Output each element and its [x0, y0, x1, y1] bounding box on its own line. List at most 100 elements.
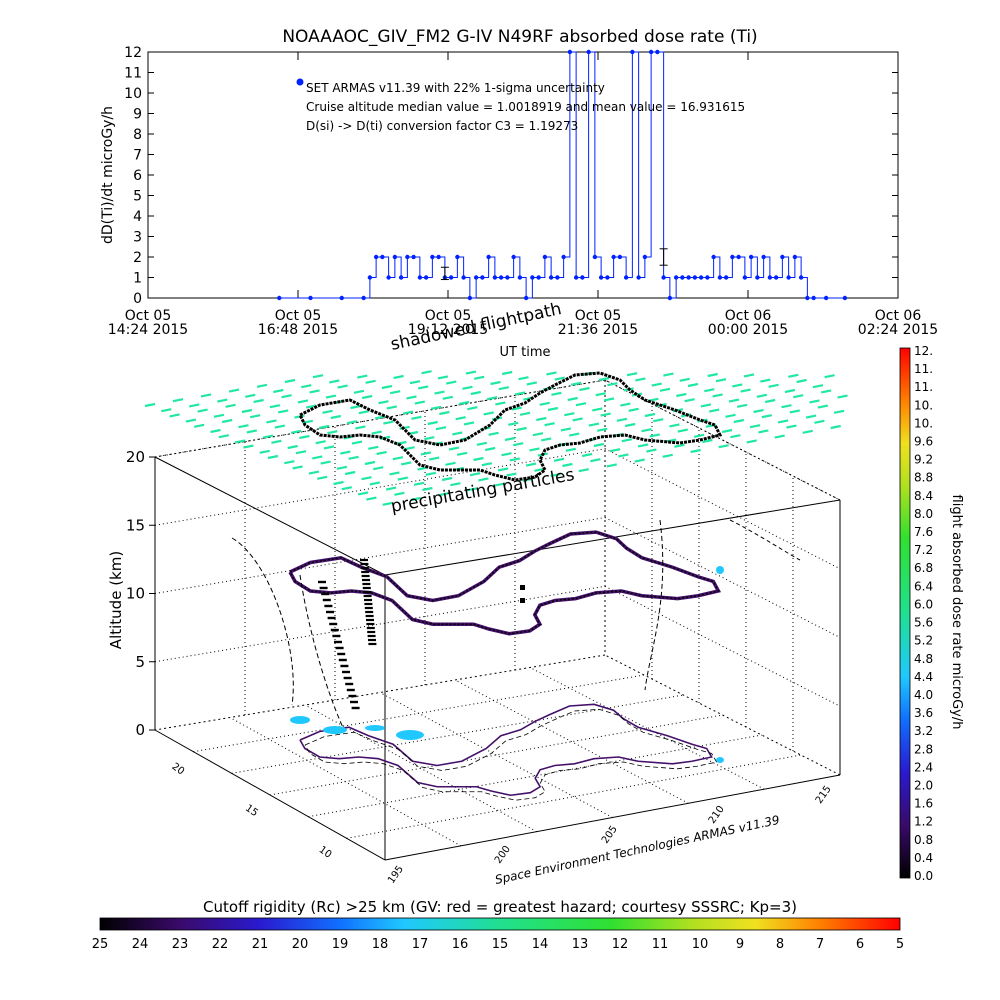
- data-point: [823, 295, 829, 301]
- particle-dash: [376, 450, 387, 456]
- y-tick-label: 4: [133, 209, 142, 225]
- colorbar-tick-label: 9.6: [914, 435, 933, 449]
- data-point: [655, 49, 660, 55]
- data-point: [511, 254, 516, 260]
- particle-dash: [707, 372, 718, 378]
- z-tick-label: 15: [126, 516, 145, 534]
- colorbar-tick-label: 17: [412, 937, 429, 952]
- y-tick-label: 5: [133, 189, 142, 205]
- colorbar-tick-label: 20: [292, 937, 309, 952]
- colorbar-tick-label: 24: [132, 937, 149, 952]
- ground-track-dashed: [304, 708, 718, 801]
- particle-dash: [437, 375, 449, 380]
- particle-dash: [824, 374, 835, 379]
- data-point: [842, 295, 848, 301]
- data-point: [555, 275, 560, 280]
- colorbar-tick-label: 8.0: [914, 507, 933, 521]
- colorbar-tick-label: 6: [856, 937, 864, 952]
- particle-dash: [421, 370, 432, 375]
- particle-dash: [490, 380, 501, 386]
- particle-dash: [626, 372, 638, 377]
- data-point: [617, 254, 623, 260]
- data-point: [730, 254, 735, 260]
- particle-dash: [812, 384, 824, 389]
- data-point: [339, 295, 344, 301]
- data-point: [717, 275, 723, 280]
- particle-dash: [445, 461, 456, 466]
- particle-dash: [302, 419, 314, 424]
- particle-dash: [817, 404, 829, 409]
- particle-dash: [284, 460, 295, 465]
- particle-dash: [172, 398, 184, 403]
- y-tick-label: 11: [124, 66, 142, 82]
- colorbar-tick-label: 0.8: [914, 833, 933, 847]
- data-point: [398, 275, 404, 280]
- particle-dash: [169, 413, 180, 418]
- particle-dash: [411, 415, 422, 420]
- particle-dash: [652, 418, 664, 423]
- data-point: [523, 295, 529, 301]
- particle-dash: [442, 395, 454, 400]
- particle-dash: [383, 420, 394, 425]
- ground-track: [299, 703, 713, 797]
- particle-dash: [579, 386, 590, 392]
- particle-dash: [266, 419, 277, 424]
- particle-dash: [463, 421, 475, 426]
- dose-rate-colorbar-title: flight absorbed dose rate microGy/h: [949, 495, 964, 730]
- particle-dash: [364, 460, 376, 466]
- particle-dash: [792, 394, 804, 399]
- particle-dash: [764, 398, 776, 404]
- particle-dash: [305, 404, 317, 409]
- particle-dash: [788, 373, 799, 378]
- data-point: [498, 275, 504, 280]
- data-point: [573, 275, 579, 280]
- y-tick-label: 1: [133, 271, 142, 287]
- x-tick-label-time: 00:00 2015: [708, 322, 788, 338]
- data-point: [386, 275, 391, 280]
- data-point: [661, 275, 666, 280]
- particle-dash: [284, 378, 296, 384]
- particle-dash: [422, 486, 433, 492]
- data-point: [373, 254, 379, 260]
- colorbar-tick-label: 1.2: [914, 815, 933, 829]
- particle-dash: [473, 375, 485, 380]
- particle-dash: [777, 419, 789, 424]
- data-point: [711, 254, 716, 260]
- particle-dash: [462, 385, 473, 390]
- particle-dash: [600, 412, 611, 417]
- particle-dash: [547, 406, 559, 412]
- particle-dash: [210, 428, 221, 434]
- colorbar-tick-label: 3.2: [914, 724, 933, 738]
- particle-dash: [350, 404, 361, 410]
- particle-dash: [414, 400, 426, 405]
- track-marker: [520, 598, 525, 603]
- colorbar-tick-label: 9.2: [914, 453, 933, 467]
- data-point: [598, 275, 604, 280]
- particle-dash: [554, 376, 566, 381]
- data-point: [461, 275, 466, 280]
- particle-dash: [397, 476, 409, 481]
- data-point: [517, 275, 523, 280]
- particle-dash: [631, 392, 643, 397]
- particle-dash: [665, 438, 677, 443]
- z-grid: [154, 448, 606, 526]
- particle-dash: [595, 392, 606, 397]
- particle-dash: [616, 417, 628, 422]
- particle-dash: [572, 417, 583, 422]
- particle-dash: [833, 409, 845, 414]
- particle-dash: [262, 434, 274, 439]
- particle-dash: [392, 456, 404, 461]
- y-tick-label: 10: [124, 86, 142, 102]
- data-point: [567, 49, 573, 55]
- particle-dash: [690, 448, 701, 454]
- particle-dash: [417, 385, 429, 390]
- data-point: [536, 275, 541, 280]
- particle-dash: [621, 438, 633, 443]
- z-grid: [604, 448, 841, 570]
- particle-dash: [501, 370, 513, 376]
- data-point: [392, 254, 398, 260]
- data-point: [705, 275, 710, 280]
- particle-dash: [340, 450, 351, 455]
- colorbar-tick-label: 25: [92, 937, 109, 952]
- data-point: [436, 254, 441, 260]
